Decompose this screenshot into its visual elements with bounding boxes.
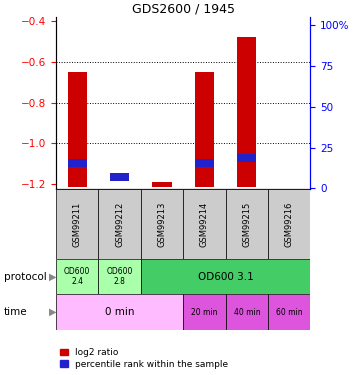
Text: GSM99211: GSM99211 [73,201,82,247]
Bar [226,189,268,259]
Bar [226,294,268,330]
Text: GSM99213: GSM99213 [157,201,166,247]
Bar [56,259,98,294]
Text: time: time [4,307,27,317]
Bar [141,259,310,294]
Bar [56,189,98,259]
Bar [141,189,183,259]
Bar [98,189,141,259]
Bar [68,159,87,167]
Bar [68,72,87,188]
Bar [152,182,171,188]
Text: 40 min: 40 min [234,308,260,316]
Bar [237,37,256,188]
Text: GSM99212: GSM99212 [115,201,124,247]
Legend: log2 ratio, percentile rank within the sample: log2 ratio, percentile rank within the s… [61,348,228,369]
Bar [268,189,310,259]
Bar [56,294,183,330]
Text: OD600
2.4: OD600 2.4 [64,267,90,286]
Text: 20 min: 20 min [191,308,218,316]
Text: GSM99214: GSM99214 [200,201,209,247]
Bar [183,189,226,259]
Bar [237,154,256,162]
Text: OD600
2.8: OD600 2.8 [106,267,133,286]
Text: GSM99215: GSM99215 [242,201,251,247]
Bar [183,294,226,330]
Text: 60 min: 60 min [276,308,303,316]
Bar [110,173,129,181]
Title: GDS2600 / 1945: GDS2600 / 1945 [132,3,235,16]
Text: ▶: ▶ [49,307,56,317]
Text: GSM99216: GSM99216 [285,201,294,247]
Text: protocol: protocol [4,272,46,282]
Bar [98,259,141,294]
Text: OD600 3.1: OD600 3.1 [198,272,253,282]
Bar [195,159,214,167]
Text: 0 min: 0 min [105,307,134,317]
Bar [195,72,214,188]
Text: ▶: ▶ [49,272,56,282]
Bar [268,294,310,330]
